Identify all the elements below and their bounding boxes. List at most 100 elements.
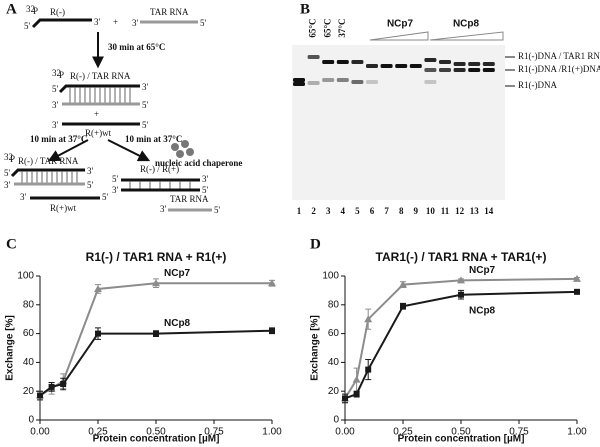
gel-band: [351, 80, 364, 84]
series-line: [344, 277, 578, 399]
x-tick-label: 0.50: [146, 427, 166, 438]
y-tick-label: 0: [333, 415, 339, 426]
chart-title: TAR1(-) / TAR1 RNA + TAR1(+): [376, 250, 547, 264]
strand: [58, 84, 140, 94]
panel-label: D: [310, 236, 321, 252]
end: 5': [214, 205, 221, 215]
marker: [573, 274, 581, 282]
isotope-element: P: [59, 70, 64, 80]
end: 5': [24, 21, 31, 31]
end: 3': [142, 82, 149, 92]
chaperone-label: nucleic acid chaperone: [155, 158, 242, 168]
marker: [574, 288, 580, 295]
gradient-wedge: [369, 31, 429, 41]
lane-number: 5: [355, 206, 360, 216]
band-label: R1(-)DNA: [518, 80, 557, 90]
panel-label: C: [6, 236, 17, 252]
strand-label: TAR RNA: [170, 194, 209, 204]
gel-band: [336, 60, 349, 64]
x-axis-label: Protein concentration [µM]: [398, 434, 525, 445]
x-tick-label: 0.75: [509, 427, 529, 438]
marker: [400, 303, 406, 310]
end: 5': [102, 192, 109, 202]
panel-label: A: [6, 1, 17, 17]
strand-label: R(-) / R(+): [140, 164, 179, 174]
y-tick-label: 60: [328, 328, 340, 339]
end: 5': [142, 120, 149, 130]
marker: [399, 280, 407, 288]
marker: [269, 327, 275, 334]
y-tick-label: 20: [23, 386, 35, 397]
lane-number: 2: [311, 206, 316, 216]
lane-number: 14: [484, 206, 494, 216]
gel-band: [424, 68, 437, 72]
lane-number: 1: [297, 206, 302, 216]
y-tick-label: 40: [23, 357, 35, 368]
x-tick-label: 0.00: [30, 427, 50, 438]
lane-number: 13: [470, 206, 480, 216]
gel-band: [293, 78, 305, 82]
base-pairs: [129, 181, 191, 189]
strand-label: R(+)wt: [50, 203, 77, 213]
gel-band: [336, 78, 349, 82]
end: 3': [94, 17, 101, 27]
lane-number: 3: [326, 206, 331, 216]
group-label: NCp8: [453, 19, 480, 30]
band-label: R1(-)DNA /R1(+)DNA: [518, 64, 600, 74]
gel-band: [395, 64, 408, 68]
end: 3': [160, 204, 167, 214]
step: 10 min at 37°C: [125, 134, 182, 144]
diagram: 32 P 5' R(-) 3' + 3' TAR RNA 5' 30 min a…: [4, 4, 242, 215]
x-axis-label: Protein concentration [µM]: [93, 434, 220, 445]
end: 5': [200, 18, 207, 28]
end: 5': [52, 84, 59, 94]
lane-number: 4: [341, 206, 346, 216]
marker: [353, 391, 360, 398]
y-tick-label: 0: [28, 415, 34, 426]
marker: [153, 330, 159, 337]
arrow: [107, 139, 151, 162]
x-tick-label: 0.50: [451, 427, 471, 438]
marker: [352, 375, 361, 383]
strand: [10, 168, 85, 178]
strand-label: R(+)wt: [85, 128, 112, 138]
end: 5': [4, 168, 11, 178]
gel-band: [424, 58, 437, 62]
base-pairs: [69, 87, 131, 103]
y-tick-label: 20: [328, 386, 340, 397]
gel-band: [482, 68, 495, 72]
gel-band: [453, 62, 466, 66]
strand-label: R(-): [50, 7, 65, 17]
series-label: NCp7: [469, 265, 496, 276]
y-tick-label: 100: [17, 271, 34, 282]
end: 3': [52, 100, 59, 110]
y-axis-label: Exchange [%]: [310, 315, 321, 381]
lane-header: 65°C: [322, 18, 332, 37]
strand-label: R(-) / TAR RNA: [70, 71, 131, 81]
end: 5': [142, 100, 149, 110]
strand: [31, 18, 92, 29]
end: 5': [112, 174, 119, 184]
x-tick-label: 0.25: [88, 427, 108, 438]
end: 3': [112, 185, 119, 195]
marker: [152, 279, 160, 287]
series-label: NCp8: [164, 318, 191, 329]
marker: [268, 279, 276, 287]
strand-label: R(-) / TAR RNA: [18, 156, 79, 166]
gel-band: [366, 80, 378, 84]
marker: [95, 330, 101, 337]
x-tick-label: 1.00: [262, 427, 282, 438]
end: 3': [87, 166, 94, 176]
isotope: 32: [26, 4, 35, 14]
x-tick-label: 1.00: [567, 427, 587, 438]
y-tick-label: 100: [322, 271, 339, 282]
gel-band: [468, 68, 481, 72]
x-tick-label: 0.25: [393, 427, 413, 438]
gel-band: [322, 60, 335, 64]
isotope: 32: [4, 152, 13, 162]
y-tick-label: 80: [23, 299, 35, 310]
isotope-element: P: [33, 6, 38, 16]
lane-number: 11: [441, 206, 450, 216]
marker: [458, 291, 464, 298]
